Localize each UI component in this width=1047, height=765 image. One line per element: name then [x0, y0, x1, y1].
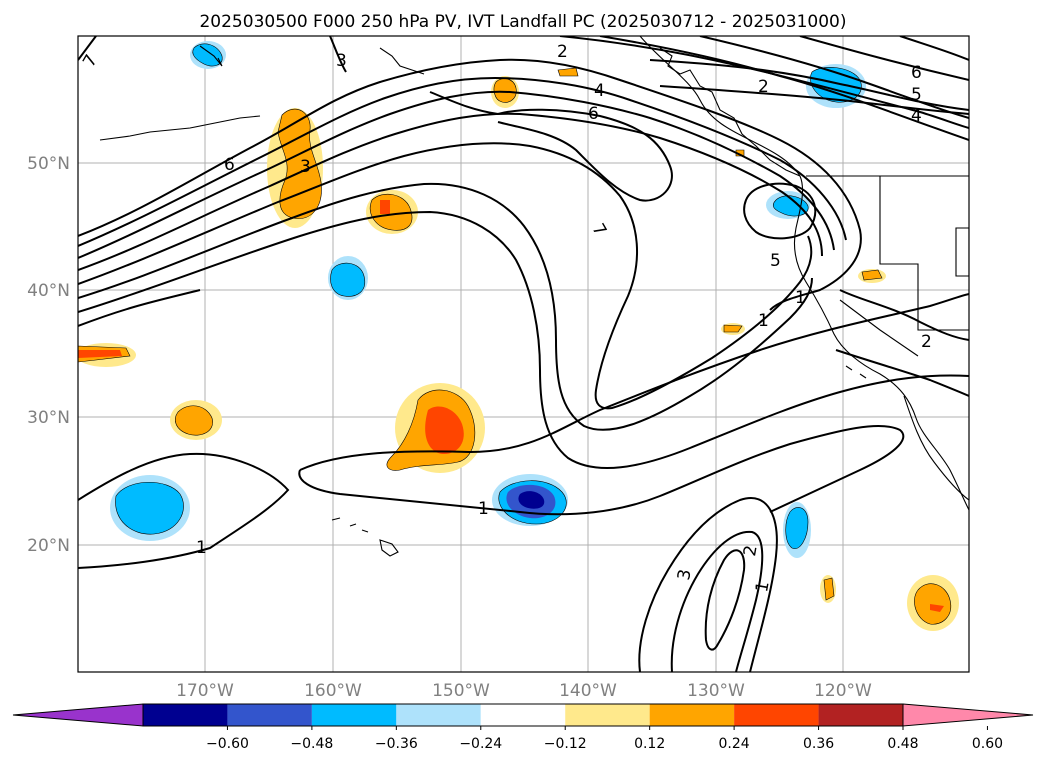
lat-tick-label: 30°N — [27, 408, 70, 428]
colorbar-tick-label: 0.36 — [803, 736, 834, 752]
colorbar-segment — [818, 704, 903, 726]
colorbar-extend-low — [12, 703, 144, 727]
pv-shading — [78, 41, 959, 631]
contour-label: 5 — [911, 85, 922, 105]
lat-tick-label: 40°N — [27, 281, 70, 301]
colorbar-tick-label: −0.36 — [375, 736, 418, 752]
colorbar-tick-label: −0.24 — [459, 736, 502, 752]
lon-tick-label: 160°W — [304, 681, 362, 701]
lon-axis: 170°W 160°W 150°W 140°W 130°W 120°W — [176, 681, 872, 701]
colorbar-tick-label: −0.48 — [290, 736, 333, 752]
lon-tick-label: 150°W — [432, 681, 490, 701]
contour-label: 1 — [795, 288, 806, 308]
ivt-contours — [78, 36, 969, 672]
colorbar-tick-label: 0.24 — [719, 736, 750, 752]
contour-label: 3 — [300, 157, 311, 177]
colorbar-tick-label: 0.48 — [887, 736, 918, 752]
contour-label: 3 — [336, 51, 347, 71]
contour-label: 6 — [911, 63, 922, 83]
colorbar: −0.60 −0.48 −0.36 −0.24 −0.12 0.12 0.24 0.36 0.4… — [12, 703, 1034, 752]
contour-label: 1 — [196, 538, 207, 558]
contour-label: 2 — [758, 77, 769, 97]
negative-anomaly-strong — [518, 491, 545, 509]
colorbar-segment — [480, 704, 566, 726]
contour-label: 2 — [921, 332, 932, 352]
contour-label: 2 — [740, 544, 762, 558]
colorbar-segment — [565, 704, 650, 726]
lon-tick-label: 170°W — [176, 681, 234, 701]
map-title: 2025030500 F000 250 hPa PV, IVT Landfall… — [199, 12, 846, 32]
colorbar-outline — [142, 703, 904, 727]
contour-label: 2 — [557, 42, 568, 62]
contour-label: 1 — [752, 580, 774, 594]
colorbar-segment — [734, 704, 819, 726]
colorbar-tick-label: −0.60 — [206, 736, 249, 752]
colorbar-segment — [143, 704, 228, 726]
colorbar-segment — [227, 704, 312, 726]
colorbar-extend-high — [902, 703, 1034, 727]
coastlines — [99, 36, 969, 557]
colorbar-segment — [649, 704, 735, 726]
contour-label: 1 — [478, 499, 489, 519]
lon-tick-label: 130°W — [687, 681, 745, 701]
contour-label: 1 — [758, 311, 769, 331]
lon-tick-label: 140°W — [559, 681, 617, 701]
contour-label: 4 — [594, 81, 605, 101]
colorbar-tick-label: 0.60 — [972, 736, 1003, 752]
map-panel: 7 3 2 4 6 6 3 2 6 5 4 7 5 1 1 2 1 1 3 2 … — [78, 36, 969, 672]
colorbar-tick-label: −0.12 — [544, 736, 587, 752]
contour-label: 4 — [911, 106, 922, 126]
lat-tick-label: 50°N — [27, 154, 70, 174]
contour-label: 6 — [588, 104, 599, 124]
positive-anomaly-strong — [78, 200, 944, 612]
colorbar-segment — [311, 704, 397, 726]
lat-tick-label: 20°N — [27, 536, 70, 556]
lon-tick-label: 120°W — [814, 681, 872, 701]
contour-label: 3 — [674, 568, 696, 582]
colorbar-segment — [396, 704, 481, 726]
colorbar-tick-label: 0.12 — [634, 736, 665, 752]
map-frame — [77, 35, 970, 673]
lat-axis: 20°N 30°N 40°N 50°N — [27, 154, 70, 556]
gridlines — [78, 36, 969, 672]
contour-label: 6 — [224, 155, 235, 175]
contour-label: 5 — [770, 251, 781, 271]
